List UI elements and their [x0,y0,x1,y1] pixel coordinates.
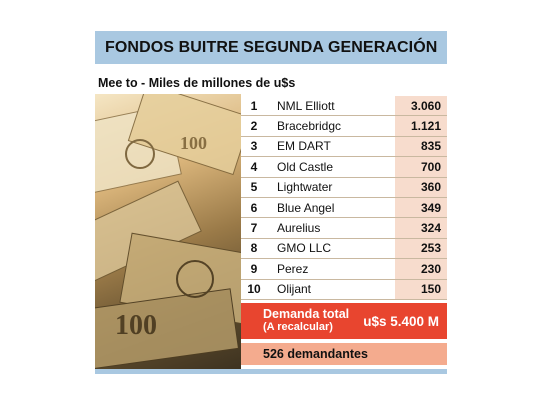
fund-rank: 10 [241,279,267,299]
table-row: 7 Aurelius 324 [241,218,447,239]
table-row: 3 EM DART 835 [241,136,447,158]
fund-name: NML Elliott [267,96,395,116]
fund-name: Blue Angel [267,197,395,218]
svg-text:100: 100 [180,133,207,153]
fund-name: Old Castle [267,157,395,177]
total-demand-row: Demanda total (A recalcular) u$s 5.400 M [241,303,447,339]
fund-name: GMO LLC [267,238,395,259]
fund-amount: 324 [395,218,447,238]
infographic-title-bar: FONDOS BUITRE SEGUNDA GENERACIÓN [95,31,447,64]
svg-text:100: 100 [115,310,157,341]
fund-rank: 3 [241,136,267,157]
bottom-rule [95,369,447,374]
fund-name: Aurelius [267,218,395,238]
funds-table: 1 NML Elliott 3.060 2 Bracebridgc 1.121 3 EM DA… [241,96,447,300]
table-row: 6 Blue Angel 349 [241,197,447,219]
fund-rank: 8 [241,238,267,259]
infographic-title: FONDOS BUITRE SEGUNDA GENERACIÓN [105,38,438,56]
fund-amount: 835 [395,136,447,157]
fund-amount: 253 [395,238,447,259]
total-demand-label-group: Demanda total (A recalcular) [263,308,363,334]
claimants-count: 526 demandantes [241,343,447,365]
total-demand-value: u$s 5.400 M [363,313,439,329]
total-demand-note: (A recalcular) [263,321,333,333]
fund-rank: 9 [241,259,267,279]
fund-rank: 2 [241,116,267,136]
money-photo: 100 100 [95,94,241,370]
fund-name: Bracebridgc [267,116,395,136]
table-row: 4 Old Castle 700 [241,157,447,178]
table-row: 8 GMO LLC 253 [241,238,447,260]
fund-amount: 349 [395,197,447,218]
banknotes-illustration: 100 100 [95,94,241,370]
fund-name: Olijant [267,279,395,299]
fund-rank: 4 [241,157,267,177]
table-row: 2 Bracebridgc 1.121 [241,116,447,137]
fund-name: EM DART [267,136,395,157]
fund-amount: 230 [395,259,447,279]
fund-amount: 700 [395,157,447,177]
fund-rank: 6 [241,197,267,218]
fund-amount: 360 [395,177,447,197]
fund-rank: 1 [241,96,267,116]
total-demand-label: Demanda total [263,307,350,321]
table-row: 1 NML Elliott 3.060 [241,96,447,117]
fund-amount: 150 [395,279,447,299]
fund-rank: 5 [241,177,267,197]
table-row: 5 Lightwater 360 [241,177,447,198]
fund-amount: 3.060 [395,96,447,116]
fund-name: Perez [267,259,395,279]
fund-rank: 7 [241,218,267,238]
infographic-subtitle: Mee to - Miles de millones de u$s [98,76,296,90]
table-row: 9 Perez 230 [241,259,447,280]
fund-name: Lightwater [267,177,395,197]
fund-amount: 1.121 [395,116,447,136]
table-row: 10 Olijant 150 [241,279,447,300]
